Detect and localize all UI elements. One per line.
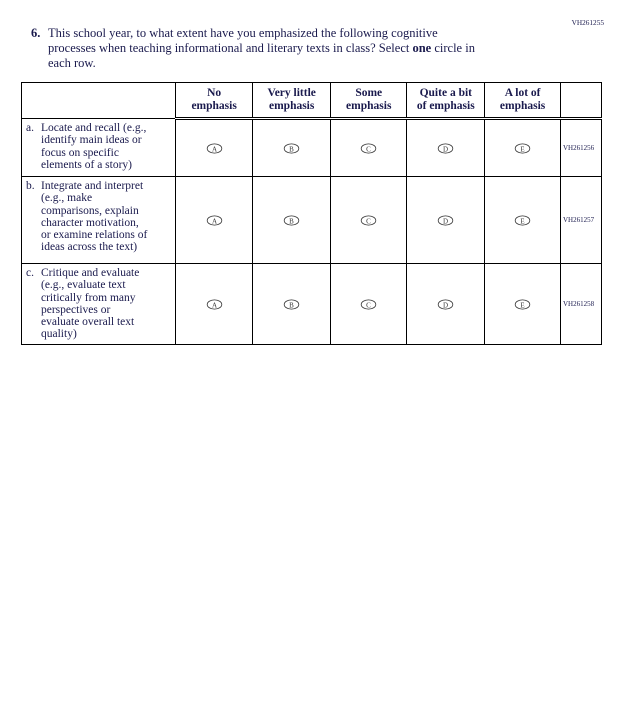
svg-text:A: A [212, 145, 217, 153]
svg-text:E: E [520, 301, 524, 309]
svg-text:E: E [520, 145, 524, 153]
svg-text:D: D [443, 145, 448, 153]
svg-text:B: B [289, 301, 294, 309]
svg-text:B: B [289, 217, 294, 225]
svg-text:C: C [366, 301, 371, 309]
svg-text:D: D [443, 217, 448, 225]
svg-text:C: C [366, 217, 371, 225]
svg-text:D: D [443, 301, 448, 309]
svg-text:C: C [366, 145, 371, 153]
svg-text:A: A [212, 301, 217, 309]
svg-text:B: B [289, 145, 294, 153]
svg-text:A: A [212, 217, 217, 225]
svg-text:E: E [520, 217, 524, 225]
